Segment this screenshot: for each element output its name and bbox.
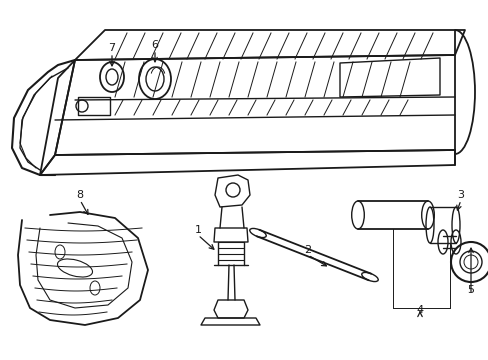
- Text: 4: 4: [416, 305, 423, 315]
- Text: 3: 3: [457, 190, 464, 200]
- Text: 5: 5: [467, 285, 473, 295]
- Text: 7: 7: [108, 43, 115, 53]
- Text: 2: 2: [304, 245, 311, 255]
- Text: 8: 8: [76, 190, 83, 200]
- Text: 6: 6: [151, 40, 158, 50]
- Text: 1: 1: [194, 225, 201, 235]
